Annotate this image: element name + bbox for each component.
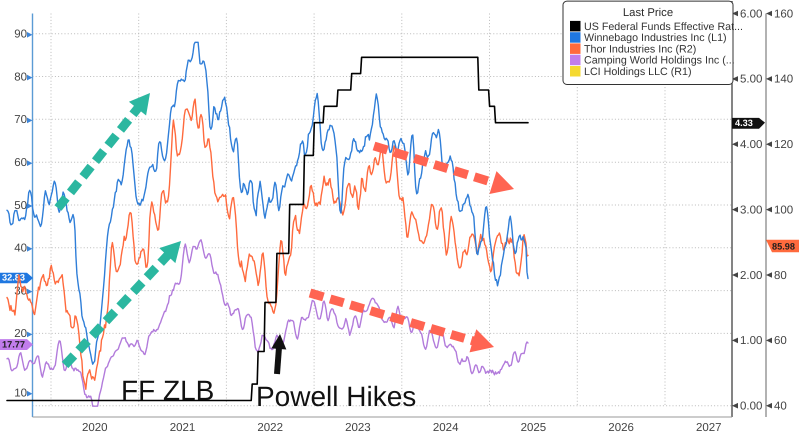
svg-text:Powell Hikes: Powell Hikes bbox=[256, 381, 416, 412]
svg-text:Camping World Holdings Inc (: Camping World Holdings Inc (... bbox=[584, 55, 735, 67]
svg-text:2.00: 2.00 bbox=[740, 270, 762, 282]
svg-text:US Federal Funds Effective Rat: US Federal Funds Effective Rat... bbox=[584, 21, 743, 33]
svg-text:Winnebago Industries Inc (L1: Winnebago Industries Inc (L1) bbox=[584, 32, 727, 44]
svg-text:4.33: 4.33 bbox=[735, 118, 753, 128]
svg-text:90: 90 bbox=[14, 29, 27, 41]
svg-text:3.00: 3.00 bbox=[740, 204, 762, 216]
svg-text:2025: 2025 bbox=[521, 422, 547, 434]
svg-text:2020: 2020 bbox=[82, 422, 108, 434]
svg-text:10: 10 bbox=[14, 388, 27, 400]
svg-text:100: 100 bbox=[774, 204, 793, 216]
svg-text:4.00: 4.00 bbox=[740, 139, 762, 151]
svg-text:40: 40 bbox=[774, 401, 787, 413]
svg-text:2023: 2023 bbox=[345, 422, 371, 434]
svg-text:32.83: 32.83 bbox=[2, 273, 25, 283]
svg-text:0.00: 0.00 bbox=[740, 401, 762, 413]
svg-text:120: 120 bbox=[774, 139, 793, 151]
svg-text:2027: 2027 bbox=[696, 422, 722, 434]
svg-text:80: 80 bbox=[774, 270, 787, 282]
svg-text:40: 40 bbox=[14, 243, 27, 255]
svg-text:2024: 2024 bbox=[433, 422, 459, 434]
svg-text:2026: 2026 bbox=[608, 422, 634, 434]
svg-text:2021: 2021 bbox=[170, 422, 196, 434]
svg-text:17.77: 17.77 bbox=[2, 339, 25, 349]
svg-text:Last Price: Last Price bbox=[623, 7, 673, 19]
svg-text:6.00: 6.00 bbox=[740, 8, 762, 20]
svg-text:Thor Industries Inc (R2): Thor Industries Inc (R2) bbox=[584, 43, 696, 55]
svg-text:60: 60 bbox=[774, 335, 787, 347]
svg-text:60: 60 bbox=[14, 157, 27, 169]
svg-text:1.00: 1.00 bbox=[740, 335, 762, 347]
svg-text:LCI Holdings LLC (R1): LCI Holdings LLC (R1) bbox=[584, 66, 692, 78]
svg-text:5.00: 5.00 bbox=[740, 74, 762, 86]
svg-text:85.98: 85.98 bbox=[772, 242, 795, 252]
svg-text:70: 70 bbox=[14, 114, 27, 126]
svg-text:160: 160 bbox=[774, 8, 793, 20]
svg-text:80: 80 bbox=[14, 71, 27, 83]
svg-text:140: 140 bbox=[774, 74, 793, 86]
svg-text:2022: 2022 bbox=[257, 422, 283, 434]
svg-text:FF ZLB: FF ZLB bbox=[121, 375, 214, 406]
